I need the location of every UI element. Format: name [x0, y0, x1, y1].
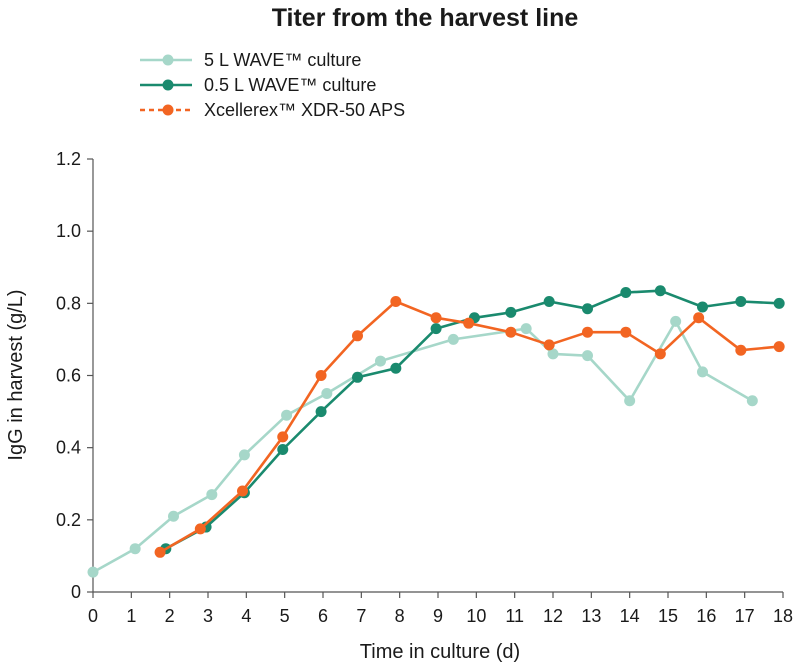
x-tick-label: 3	[203, 606, 213, 626]
data-point	[237, 485, 248, 497]
legend-item: 0.5 L WAVE™ culture	[140, 75, 376, 95]
x-tick-label: 14	[620, 606, 640, 626]
x-axis-label: Time in culture (d)	[360, 641, 520, 663]
data-point	[352, 330, 363, 342]
y-axis-label: IgG in harvest (g/L)	[5, 289, 27, 460]
series-1	[87, 315, 758, 578]
data-point	[620, 326, 632, 338]
data-point	[693, 312, 705, 324]
data-point	[505, 306, 517, 318]
legend-item: 5 L WAVE™ culture	[140, 50, 361, 70]
legend-label: 5 L WAVE™ culture	[204, 50, 361, 70]
series-3	[154, 296, 785, 558]
data-point	[321, 388, 333, 400]
x-tick-label: 17	[735, 606, 755, 626]
x-tick-label: 11	[505, 606, 524, 626]
axes: 00.20.40.60.81.01.2 0 1 2 3 4 5 6 7 8 9 10 11 12 13 14…	[56, 149, 793, 626]
x-tick-label: 4	[241, 606, 251, 626]
legend-item: Xcellerex™ XDR-50 APS	[140, 100, 405, 120]
data-point	[697, 301, 708, 313]
data-point	[670, 315, 682, 327]
data-point	[582, 303, 593, 315]
data-point	[129, 543, 141, 555]
data-point	[430, 323, 442, 335]
x-tick-label: 10	[466, 606, 486, 626]
y-tick-label: 0	[71, 582, 81, 602]
data-point	[547, 348, 559, 360]
chart-title: Titer from the harvest line	[272, 4, 579, 32]
legend-label: 0.5 L WAVE™ culture	[204, 75, 376, 95]
y-tick-label: 0.2	[56, 510, 81, 530]
x-tick-label: 6	[318, 606, 328, 626]
data-point	[352, 371, 363, 383]
data-point	[620, 287, 632, 299]
data-point	[154, 546, 166, 558]
x-tick-label: 2	[165, 606, 175, 626]
legend-swatch-marker	[162, 79, 174, 91]
data-point	[390, 362, 402, 374]
legend-label: Xcellerex™ XDR-50 APS	[204, 100, 405, 120]
legend-swatch-marker	[162, 54, 174, 66]
data-point	[654, 348, 666, 360]
data-point	[582, 350, 593, 362]
x-tick-label: 5	[280, 606, 290, 626]
data-point	[773, 297, 785, 309]
x-tick-label: 1	[126, 606, 136, 626]
x-tick-label: 0	[88, 606, 98, 626]
data-point	[315, 370, 327, 381]
x-tick-label: 18	[773, 606, 793, 626]
y-tick-label: 0.6	[56, 366, 81, 386]
y-tick-label: 0.4	[56, 438, 81, 458]
data-point	[277, 443, 289, 455]
data-point	[206, 489, 218, 501]
series-line	[92, 320, 753, 574]
data-point	[520, 323, 532, 335]
legend-swatch-marker	[162, 104, 174, 116]
data-point	[773, 341, 785, 353]
data-point	[582, 326, 593, 338]
data-point	[315, 406, 327, 418]
y-tick-label: 1.0	[56, 221, 81, 241]
data-point	[390, 296, 402, 308]
legend: 5 L WAVE™ culture 0.5 L WAVE™ culture Xcel…	[140, 50, 405, 120]
x-tick-label: 7	[356, 606, 366, 626]
data-point	[543, 296, 555, 308]
data-point	[543, 339, 555, 351]
data-point	[447, 333, 459, 345]
data-point	[430, 312, 442, 324]
y-ticks: 0 0.2 0.4 0.6 0.8 1.0 1.2	[56, 149, 93, 602]
data-point	[87, 566, 99, 578]
plot-area	[87, 285, 785, 578]
data-point	[697, 366, 708, 378]
data-point	[277, 431, 289, 443]
data-point	[375, 355, 386, 367]
data-point	[624, 395, 636, 407]
data-point	[735, 344, 747, 356]
data-point	[654, 285, 666, 297]
series-2	[160, 285, 785, 555]
data-point	[746, 395, 758, 407]
x-tick-label: 16	[696, 606, 716, 626]
data-point	[194, 523, 206, 535]
x-tick-label: 8	[395, 606, 405, 626]
data-point	[505, 326, 517, 338]
x-tick-label: 12	[543, 606, 563, 626]
data-point	[281, 409, 293, 421]
x-tick-label: 9	[433, 606, 443, 626]
data-point	[168, 510, 179, 522]
data-point	[238, 449, 250, 461]
x-ticks: 0 1 2 3 4 5 6 7 8 9 10 11 12 13 14 15 16 17 18	[88, 592, 793, 626]
y-tick-label: 1.2	[56, 149, 81, 169]
data-point	[735, 296, 747, 308]
y-tick-label: 0.8	[56, 293, 81, 313]
x-tick-label: 15	[658, 606, 678, 626]
x-tick-label: 13	[581, 606, 601, 626]
data-point	[463, 317, 475, 329]
